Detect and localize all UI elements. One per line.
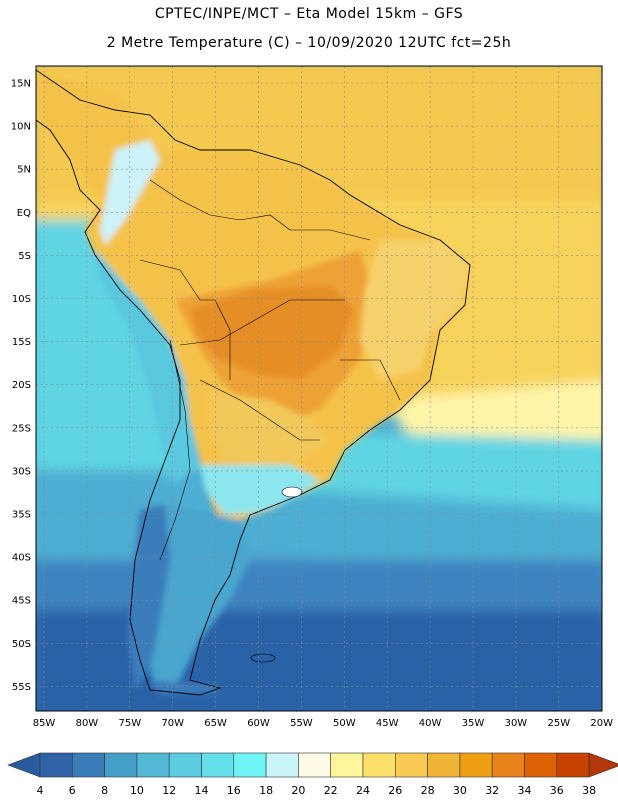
colorbar-segment	[362, 752, 396, 778]
lat-tick-label: 15S	[12, 337, 31, 348]
colorbar-tick-label: 14	[195, 784, 209, 797]
lat-tick-label: 25S	[12, 423, 31, 434]
lat-tick-label: 40S	[12, 553, 31, 564]
lon-tick-label: 20W	[590, 718, 613, 729]
colorbar-labels: 4 6 8 10 12 14 16 18 20 22 24 26 28 30 32 34 36 38	[37, 784, 597, 797]
colorbar-segment	[298, 752, 331, 778]
colorbar-segment	[201, 752, 235, 778]
colorbar-tick-label: 38	[582, 784, 596, 797]
country-borders	[139, 179, 401, 561]
lon-tick-label: 50W	[333, 718, 356, 729]
longitude-labels: 85W 80W 75W 70W 65W 60W 55W 50W 45W 40W 35W 30W 25W 2…	[33, 718, 613, 729]
colorbar-tick-label: 10	[130, 784, 144, 797]
colorbar-segment	[491, 752, 525, 778]
lon-tick-label: 80W	[76, 718, 99, 729]
colorbar-low-arrow	[7, 752, 41, 778]
lon-tick-label: 35W	[462, 718, 485, 729]
lon-tick-label: 60W	[247, 718, 270, 729]
land-layer	[36, 70, 470, 695]
colorbar-tick-label: 34	[518, 784, 532, 797]
colorbar-segment	[233, 752, 267, 778]
lake	[281, 486, 303, 498]
lon-tick-label: 85W	[33, 718, 56, 729]
lon-tick-label: 75W	[118, 718, 141, 729]
colorbar-segment	[556, 752, 590, 778]
colorbar-tick-label: 12	[162, 784, 176, 797]
lat-tick-label: 10N	[11, 122, 31, 133]
colorbar-segment	[136, 752, 170, 778]
lat-tick-label: EQ	[17, 208, 31, 219]
lat-tick-label: 5S	[18, 251, 31, 262]
colorbar-segment	[427, 752, 461, 778]
plot-frame	[35, 65, 603, 712]
colorbar-tick-label: 16	[227, 784, 241, 797]
colorbar-tick-label: 36	[550, 784, 564, 797]
lon-tick-label: 55W	[290, 718, 313, 729]
colorbar-tick-label: 4	[37, 784, 44, 797]
colorbar-segment	[524, 752, 558, 778]
colorbar-segment	[394, 752, 428, 778]
colorbar-segment	[39, 752, 73, 778]
lat-tick-label: 5N	[17, 165, 31, 176]
colorbar-segment	[330, 752, 364, 778]
colorbar-segment	[459, 752, 493, 778]
lon-tick-label: 65W	[204, 718, 227, 729]
colorbar-segment	[104, 752, 138, 778]
colorbar-tick-label: 6	[69, 784, 76, 797]
latitude-labels: 15N 10N 5N EQ 5S 10S 15S 20S 25S 30S 35S 40S 45S 50S 5…	[11, 79, 31, 693]
colorbar-segment	[72, 752, 105, 778]
colorbar-tick-label: 22	[324, 784, 338, 797]
lat-tick-label: 35S	[12, 510, 31, 521]
title-line-1: CPTEC/INPE/MCT – Eta Model 15km – GFS	[154, 6, 464, 22]
colorbar-segment	[265, 752, 299, 778]
lat-tick-label: 30S	[12, 466, 31, 477]
lat-tick-label: 55S	[12, 682, 31, 693]
colorbar-tick-label: 32	[485, 784, 499, 797]
colorbar-tick-label: 18	[259, 784, 273, 797]
lat-tick-label: 50S	[12, 639, 31, 650]
colorbar-high-arrow	[588, 752, 618, 778]
colorbar-tick-label: 20	[291, 784, 305, 797]
colorbar-tick-label: 30	[453, 784, 467, 797]
lat-tick-label: 15N	[11, 79, 31, 90]
colorbar-segment	[168, 752, 202, 778]
lon-tick-label: 40W	[419, 718, 442, 729]
colorbar-tick-label: 28	[421, 784, 435, 797]
field-layer	[36, 66, 602, 711]
colorbar-tick-label: 8	[101, 784, 108, 797]
lon-tick-label: 45W	[376, 718, 399, 729]
graticule	[36, 66, 602, 711]
lon-tick-label: 70W	[161, 718, 184, 729]
colorbar-tick-label: 26	[388, 784, 402, 797]
colorbar	[7, 752, 618, 778]
lat-tick-label: 20S	[12, 380, 31, 391]
lat-tick-label: 45S	[12, 596, 31, 607]
title-line-2: 2 Metre Temperature (C) – 10/09/2020 12U…	[106, 35, 512, 51]
lon-tick-label: 30W	[505, 718, 528, 729]
colorbar-tick-label: 24	[356, 784, 370, 797]
lat-tick-label: 10S	[12, 294, 31, 305]
lon-tick-label: 25W	[547, 718, 570, 729]
coastline	[36, 69, 471, 696]
falkland-islands	[250, 653, 276, 663]
